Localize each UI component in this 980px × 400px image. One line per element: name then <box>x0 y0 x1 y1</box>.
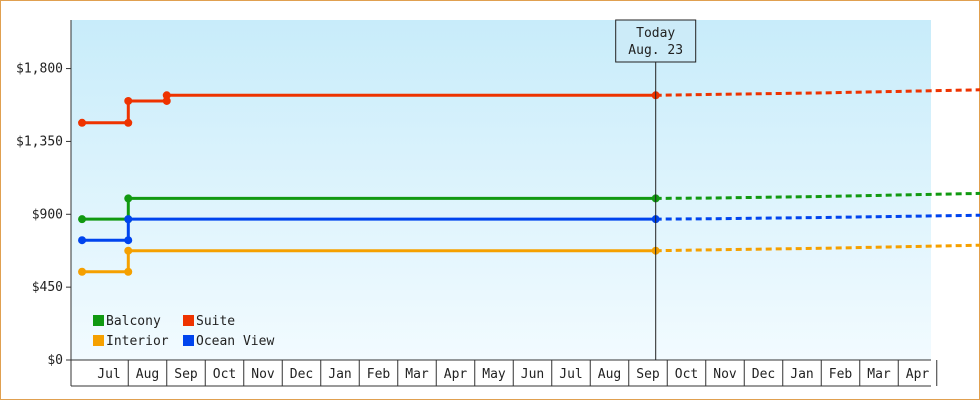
x-tick-label: Aug <box>598 367 621 382</box>
x-tick-label: May <box>482 367 506 382</box>
data-point-interior <box>124 246 133 255</box>
y-tick-label: $450 <box>32 280 63 295</box>
y-tick-label: $900 <box>32 207 63 222</box>
x-tick-label: Sep <box>174 367 198 382</box>
x-axis: Jul Aug Sep Oct Nov Dec Jan Feb Mar Apr May Jun Jul A… <box>70 359 938 387</box>
data-point-suite <box>124 96 133 105</box>
today-label: Today <box>636 26 675 41</box>
data-point-suite <box>162 96 171 105</box>
x-tick-label: Oct <box>213 367 236 382</box>
x-tick-label: Aug <box>136 367 159 382</box>
data-point-ocean-view <box>78 236 87 245</box>
x-tick-label: Sep <box>636 367 660 382</box>
legend: Balcony Suite Interior Ocean View <box>93 314 274 349</box>
legend-label-balcony: Balcony <box>106 314 161 329</box>
data-point-interior <box>124 267 133 276</box>
y-tick-label: $0 <box>47 353 63 368</box>
y-tick-label: $1,800 <box>16 62 63 77</box>
x-tick-label: Jun <box>521 367 544 382</box>
legend-swatch-balcony <box>93 315 104 326</box>
plot-area <box>71 20 931 360</box>
x-tick-label: Apr <box>906 367 930 382</box>
x-tick-label: Mar <box>867 367 891 382</box>
legend-swatch-interior <box>93 335 104 346</box>
data-point-suite <box>124 118 133 127</box>
series-projection-ocean-view <box>655 213 980 221</box>
series-line-interior <box>82 249 656 274</box>
data-point-balcony <box>124 194 133 203</box>
legend-swatch-ocean-view <box>183 335 194 346</box>
x-tick-label: Jul <box>559 367 582 382</box>
legend-swatch-suite <box>183 315 194 326</box>
series-projection-balcony <box>655 191 980 200</box>
data-point-interior <box>78 267 87 276</box>
legend-label-interior: Interior <box>106 334 169 349</box>
x-tick-label: Mar <box>405 367 429 382</box>
series-layer <box>78 88 980 276</box>
x-tick-label: Nov <box>251 367 275 382</box>
data-point-suite <box>78 118 87 127</box>
today-marker: Today Aug. 23 <box>615 19 697 360</box>
today-box <box>615 19 697 63</box>
series-line-balcony <box>82 196 656 221</box>
x-tick-label: Dec <box>290 367 313 382</box>
x-tick-label: Jan <box>790 367 813 382</box>
x-tick-label: Dec <box>752 367 775 382</box>
data-point-ocean-view <box>124 215 133 224</box>
data-point-ocean-view <box>124 236 133 245</box>
x-tick-label: Oct <box>675 367 698 382</box>
series-line-ocean-view <box>82 217 656 242</box>
series-line-suite <box>82 93 656 125</box>
today-date: Aug. 23 <box>628 43 683 58</box>
x-tick-label: Jul <box>97 367 120 382</box>
x-tick-label: Feb <box>829 367 853 382</box>
y-tick-label: $1,350 <box>16 134 63 149</box>
x-tick-label: Apr <box>444 367 468 382</box>
x-tick-label: Nov <box>713 367 737 382</box>
series-projection-interior <box>655 243 980 253</box>
legend-label-suite: Suite <box>196 314 235 329</box>
x-tick-label: Feb <box>367 367 391 382</box>
y-axis: $0 $450 $900 $1,350 $1,800 <box>16 20 72 368</box>
legend-label-ocean-view: Ocean View <box>196 334 274 349</box>
data-point-balcony <box>78 215 87 224</box>
series-projection-suite <box>655 88 980 97</box>
x-tick-label: Jan <box>328 367 351 382</box>
data-point-suite <box>162 91 171 100</box>
